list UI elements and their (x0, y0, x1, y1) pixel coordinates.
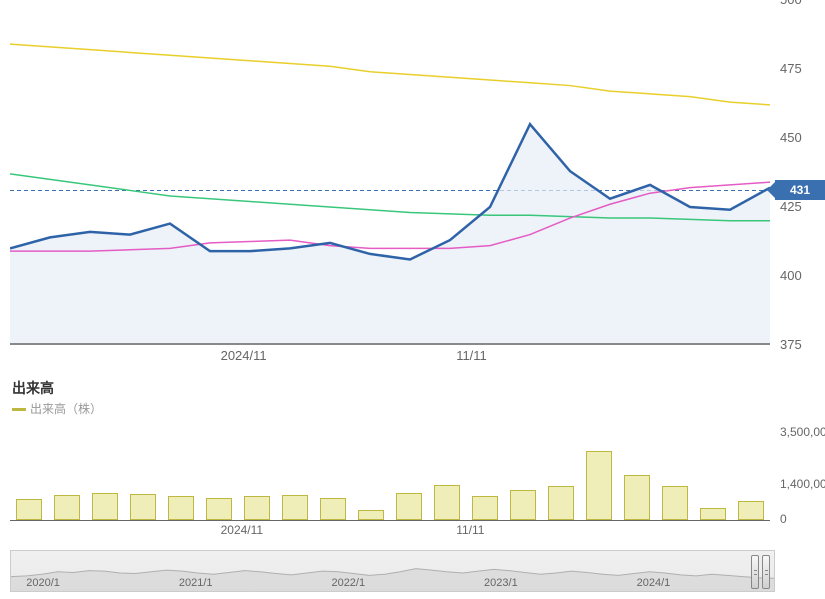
volume-y-tick: 3,500,000 (780, 425, 825, 439)
price-x-tick: 11/11 (456, 348, 487, 363)
overview-tick: 2021/1 (179, 577, 213, 589)
volume-y-tick: 1,400,000 (780, 477, 825, 491)
volume-bar (738, 501, 765, 520)
volume-chart (10, 430, 770, 521)
volume-bar (282, 495, 309, 520)
volume-bar (244, 496, 271, 520)
overview-handle-right[interactable] (762, 555, 770, 589)
overview-scrubber[interactable]: 2020/1 2021/1 2022/1 2023/1 2024/1 (10, 550, 775, 592)
volume-bar (130, 494, 157, 520)
stock-chart-panel: 375400425450475500 431 2024/1111/11 出来高 … (0, 0, 825, 599)
volume-x-tick: 2024/11 (221, 523, 264, 537)
volume-bar (434, 485, 461, 520)
overview-tick: 2022/1 (331, 577, 365, 589)
price-y-tick: 375 (780, 337, 802, 352)
volume-bar (396, 493, 423, 521)
price-y-tick: 475 (780, 61, 802, 76)
volume-bar (54, 495, 81, 520)
volume-bar (548, 486, 575, 520)
volume-bar (472, 496, 499, 520)
last-price-marker: 431 (775, 180, 825, 200)
volume-bar (662, 486, 689, 520)
volume-bar (168, 496, 195, 520)
volume-legend-label: 出来高（株） (30, 402, 102, 416)
price-y-tick: 425 (780, 199, 802, 214)
volume-bar (700, 508, 727, 521)
volume-bar (206, 498, 233, 521)
volume-bar (510, 490, 537, 520)
volume-section-title: 出来高 (12, 378, 54, 398)
volume-y-tick: 0 (780, 512, 787, 526)
volume-bar (586, 451, 613, 520)
price-chart (10, 0, 770, 345)
volume-legend: 出来高（株） (12, 400, 102, 417)
volume-bar (92, 493, 119, 521)
volume-y-axis: 01,400,0003,500,000 (780, 430, 825, 520)
volume-x-tick: 11/11 (456, 523, 484, 537)
price-y-tick: 500 (780, 0, 802, 7)
ma-line-yellow (10, 44, 770, 105)
price-y-tick: 400 (780, 268, 802, 283)
overview-tick: 2020/1 (26, 577, 60, 589)
price-y-axis: 375400425450475500 (780, 0, 825, 345)
volume-bar (16, 499, 43, 520)
volume-bar (624, 475, 651, 520)
overview-tick: 2023/1 (484, 577, 518, 589)
price-y-tick: 450 (780, 130, 802, 145)
volume-bar (320, 498, 347, 521)
volume-bar (358, 510, 385, 520)
overview-handle-left[interactable] (751, 555, 759, 589)
volume-legend-swatch (12, 408, 26, 411)
overview-tick: 2024/1 (637, 577, 671, 589)
price-x-tick: 2024/11 (221, 348, 267, 363)
